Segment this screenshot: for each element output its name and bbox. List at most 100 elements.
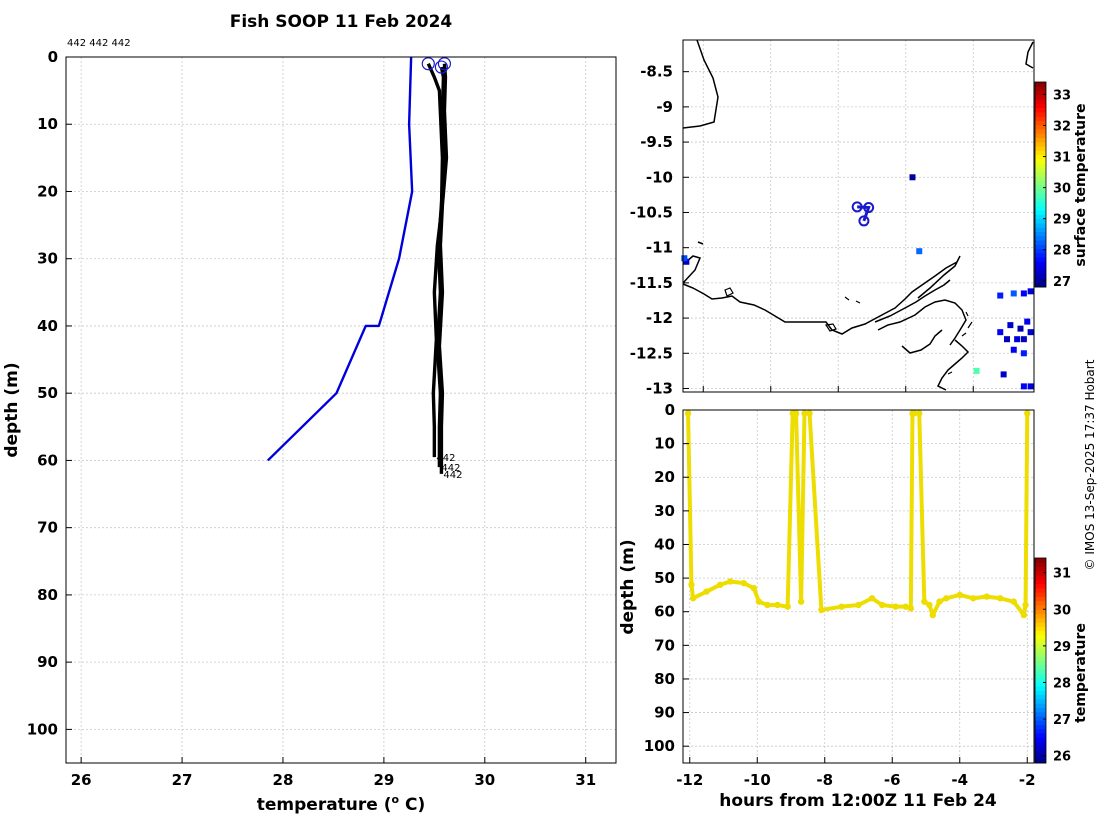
timeseries-colorbar-label: temperature	[1073, 623, 1089, 723]
timeseries-y-tick-label: 100	[644, 737, 675, 755]
timeseries-colorbar-segment	[1035, 681, 1046, 687]
timeseries-colorbar-segment	[1035, 643, 1046, 649]
map-colorbar-segment	[1035, 205, 1046, 211]
map-colorbar-label: surface temperature	[1073, 103, 1089, 266]
map-colorbar-segment	[1035, 244, 1046, 250]
xbt-profile-line	[437, 63, 449, 474]
profile-y-axis-label: depth (m)	[2, 362, 22, 457]
map-colorbar-segment	[1035, 282, 1046, 288]
map-colorbar-segment	[1035, 146, 1046, 151]
timeseries-colorbar-segment	[1035, 566, 1046, 572]
timeseries-point	[689, 595, 697, 602]
sst-cell	[683, 258, 690, 265]
timeseries-colorbar-segment	[1035, 613, 1046, 619]
timeseries-colorbar-segment	[1035, 609, 1046, 615]
ship-track-marker	[863, 202, 875, 214]
timeseries-colorbar-segment	[1035, 703, 1046, 708]
timeseries-colorbar-segment	[1035, 669, 1046, 674]
timeseries-point	[764, 601, 771, 609]
map-colorbar-segment	[1035, 278, 1046, 284]
map-y-tick-label: -10.5	[630, 203, 673, 221]
timeseries-point	[1024, 410, 1031, 417]
map-gridlines	[683, 40, 1034, 392]
timeseries-y-tick-label: 30	[654, 502, 675, 520]
map-colorbar-segment	[1035, 128, 1046, 134]
profile-x-tick-label: 29	[373, 771, 394, 789]
timeseries-colorbar-segment	[1035, 600, 1046, 606]
timeseries-colorbar-segment	[1035, 596, 1046, 602]
profile-y-tick-label: 60	[37, 451, 58, 469]
timeseries-point	[943, 595, 950, 602]
timeseries-colorbar-segment	[1035, 634, 1046, 640]
timeseries-colorbar-tick-label: 27	[1053, 713, 1071, 728]
sst-cell	[997, 329, 1004, 336]
map-y-tick-label: -9.5	[640, 133, 673, 151]
map-colorbar-segment	[1035, 107, 1046, 113]
climatology-profile-line	[266, 56, 414, 462]
profile-y-tick-label: 100	[27, 720, 58, 738]
timeseries-point	[878, 601, 886, 609]
map-colorbar-segment	[1035, 154, 1046, 160]
map-colorbar-segment	[1035, 111, 1046, 117]
timeseries-colorbar-frame	[1034, 557, 1047, 764]
sst-cell	[1004, 336, 1010, 343]
timeseries-colorbar-segment	[1035, 651, 1046, 657]
sst-cell	[973, 367, 980, 374]
timeseries-colorbar-segment	[1035, 587, 1046, 593]
timeseries-point	[750, 584, 758, 592]
map-y-tick-label: -11	[646, 239, 673, 257]
timeseries-point	[797, 598, 805, 605]
map-colorbar-segment	[1035, 201, 1046, 207]
credit-label: © IMOS 13-Sep-2025 17:37 Hobart	[1083, 359, 1097, 570]
timeseries-colorbar-segment	[1035, 745, 1046, 751]
timeseries-x-tick-label: -12	[676, 771, 703, 789]
timeseries-colorbar-segment	[1035, 754, 1046, 760]
map-colorbar-segment	[1035, 240, 1046, 245]
timeseries-point	[997, 595, 1004, 602]
timeseries-point	[970, 595, 977, 602]
profile-y-tick-label: 70	[37, 519, 58, 537]
timeseries-tick-labels: -12 -10 -8 -6 -4 -2 0 10 20 30 40 50 60 70 80 90 100	[644, 401, 1036, 789]
map-colorbar-segment	[1035, 82, 1046, 87]
profile-axes-frame	[65, 56, 617, 764]
timeseries-point	[688, 581, 695, 589]
timeseries-x-tick-label: -8	[816, 771, 833, 789]
timeseries-point	[703, 588, 710, 595]
timeseries-points	[684, 410, 1031, 619]
ship-track-marker	[851, 201, 863, 213]
timeseries-point	[910, 410, 918, 417]
timeseries-colorbar-segment	[1035, 570, 1046, 576]
timeseries-colorbar: 26 27 28 29 30 31	[1034, 557, 1071, 765]
timeseries-x-axis-label: hours from 12:00Z 11 Feb 24	[719, 791, 997, 811]
map-colorbar-segment	[1035, 265, 1046, 271]
map-colorbar-tick-label: 29	[1053, 213, 1071, 228]
timeseries-colorbar-segment	[1035, 622, 1046, 627]
timeseries-point	[818, 606, 825, 614]
map-y-tick-label: -13	[646, 379, 673, 397]
timeseries-colorbar-segment	[1035, 583, 1046, 589]
map-coastline	[682, 39, 1034, 391]
timeseries-y-tick-label: 10	[654, 435, 675, 453]
profile-gridlines	[66, 56, 616, 763]
timeseries-colorbar-segment	[1035, 660, 1046, 666]
map-colorbar-segment	[1035, 269, 1046, 275]
timeseries-colorbar-segment	[1035, 656, 1046, 661]
map-colorbar-segment	[1035, 184, 1046, 190]
sst-cell	[997, 292, 1004, 299]
timeseries-colorbar-segment	[1035, 604, 1046, 610]
map-colorbar-segment	[1035, 227, 1046, 232]
timeseries-point	[1022, 601, 1029, 609]
sst-cell	[1010, 290, 1017, 297]
timeseries-axes-frame	[682, 409, 1035, 764]
figure-title: Fish SOOP 11 Feb 2024	[230, 12, 453, 32]
profile-end-label: 442	[441, 463, 460, 474]
map-colorbar-tick-label: 30	[1053, 182, 1071, 197]
timeseries-y-tick-label: 20	[654, 468, 675, 486]
timeseries-point	[892, 603, 899, 610]
map-colorbar-segment	[1035, 180, 1046, 185]
timeseries-colorbar-segment	[1035, 724, 1046, 730]
map-colorbar-tick-label: 27	[1053, 275, 1071, 290]
map-colorbar-segment	[1035, 231, 1046, 237]
